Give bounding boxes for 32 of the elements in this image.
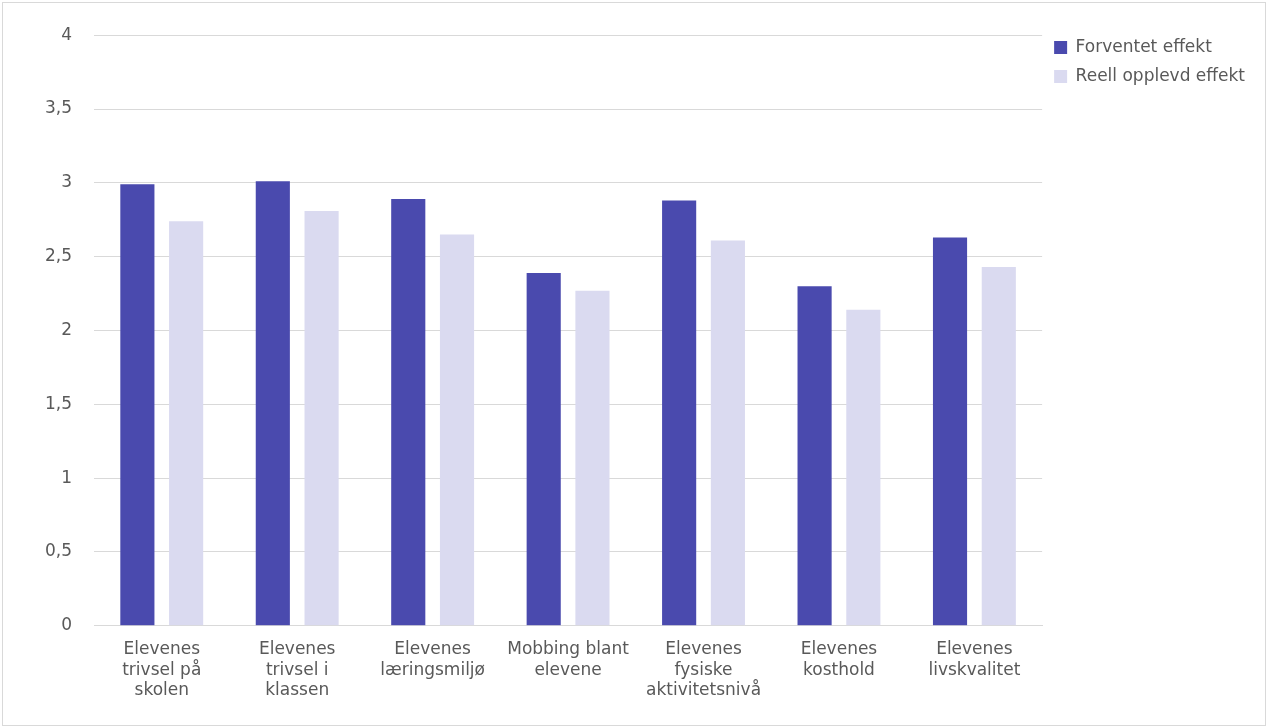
- y-tick-label: 3,5: [44, 97, 73, 118]
- bar: [710, 240, 745, 626]
- x-tick-label: Elevenes kosthold: [800, 638, 878, 679]
- bar: [662, 200, 697, 626]
- x-tick-label: Elevenes trivsel på skolen: [122, 638, 202, 700]
- bar: [120, 184, 155, 626]
- legend-label: Reell opplevd effekt: [1075, 64, 1246, 85]
- bar: [526, 272, 561, 626]
- y-tick-label: 2,5: [44, 245, 73, 266]
- bar: [255, 181, 290, 626]
- bar: [846, 309, 881, 626]
- y-tick-label: 0: [61, 614, 73, 635]
- x-tick-label: Elevenes fysiske aktivitetsnivå: [645, 638, 762, 700]
- y-tick-label: 1,5: [44, 392, 73, 413]
- bar: [981, 267, 1016, 626]
- bar: [797, 286, 832, 626]
- bar: [304, 210, 339, 626]
- x-tick-label: Elevenes livskvalitet: [928, 638, 1021, 679]
- bar: [439, 234, 475, 626]
- y-tick-label: 1: [61, 466, 73, 487]
- y-tick-label: 3: [61, 171, 73, 192]
- y-tick-label: 2: [61, 318, 73, 339]
- legend-label: Forventet effekt: [1075, 35, 1213, 56]
- x-tick-label: Mobbing blant elevene: [507, 638, 630, 679]
- x-tick-label: Elevenes læringsmiljø: [380, 638, 485, 679]
- bar: [575, 290, 610, 626]
- bar: [169, 221, 204, 626]
- x-tick-label: Elevenes trivsel i klassen: [258, 638, 336, 700]
- y-tick-label: 0,5: [44, 540, 73, 561]
- y-tick-label: 4: [61, 23, 73, 44]
- bar: [932, 237, 968, 626]
- bar: [391, 199, 426, 626]
